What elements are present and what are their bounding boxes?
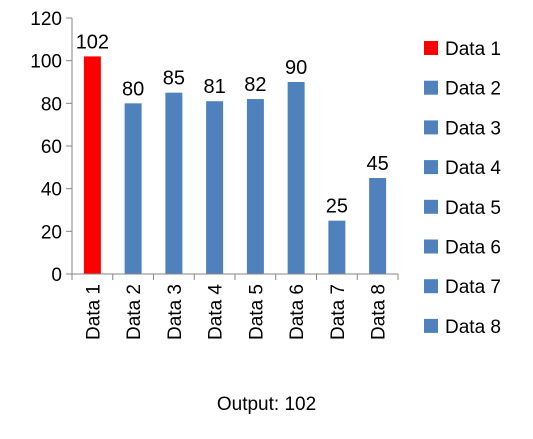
legend-swatch: [424, 120, 438, 135]
legend-swatch: [424, 80, 438, 95]
legend: Data 1 Data 2 Data 3 Data 4 Data 5 Data 6 Data…: [424, 39, 501, 338]
x-tick-label: Data 2: [124, 284, 145, 340]
y-tick-label: 120: [30, 9, 62, 30]
legend-swatch: [424, 41, 438, 55]
legend-swatch: [424, 160, 438, 175]
axes: [71, 18, 398, 275]
x-tick-label: Data 3: [165, 284, 186, 340]
x-tick-label: Data 5: [246, 284, 267, 340]
x-tick-label: Data 4: [206, 284, 227, 340]
legend-swatch: [424, 199, 438, 214]
legend-label: Data 3: [445, 118, 501, 139]
x-tick-label: Data 6: [287, 284, 308, 340]
legend-swatch: [424, 318, 438, 333]
legend-label: Data 6: [445, 238, 501, 259]
bar: [83, 56, 101, 275]
legend-label: Data 4: [445, 158, 501, 179]
legend-item: Data 4: [424, 158, 501, 179]
x-axis-ticks: Data 1 Data 2 Data 3 Data 4 Data 5 Data 6 Data…: [71, 274, 399, 340]
legend-item: Data 6: [424, 238, 501, 259]
x-tick-label: Data 7: [328, 284, 349, 340]
legend-label: Data 8: [445, 317, 501, 338]
legend-label: Data 1: [445, 39, 501, 60]
output-text: Output: 102: [216, 394, 317, 415]
legend-label: Data 2: [445, 79, 501, 100]
legend-label: Data 5: [445, 198, 501, 219]
data-label: 80: [122, 78, 144, 100]
y-tick-label: 0: [51, 265, 62, 286]
y-axis-ticks: 0 20 40 60 80 100 120: [30, 9, 72, 286]
x-tick-label: Data 1: [83, 284, 104, 340]
bar: [124, 103, 142, 274]
legend-item: Data 1: [424, 39, 501, 60]
data-label: 102: [76, 31, 109, 53]
bars: [83, 56, 387, 275]
y-tick-label: 20: [41, 222, 62, 243]
legend-item: Data 5: [424, 198, 501, 219]
data-label: 45: [367, 153, 389, 175]
y-tick-label: 80: [41, 94, 62, 115]
legend-label: Data 7: [445, 277, 501, 298]
data-labels: 102 80 85 81 82 90 25 45: [76, 31, 389, 217]
bar: [246, 99, 264, 274]
legend-swatch: [424, 279, 438, 294]
legend-item: Data 3: [424, 118, 501, 139]
legend-item: Data 7: [424, 277, 501, 298]
legend-item: Data 8: [424, 317, 501, 338]
y-tick-label: 100: [30, 52, 62, 73]
legend-swatch: [424, 239, 438, 254]
bar: [328, 220, 346, 274]
data-label: 90: [285, 57, 307, 79]
y-tick-label: 40: [41, 180, 62, 201]
data-label: 85: [163, 68, 185, 90]
y-tick-label: 60: [41, 137, 62, 158]
data-label: 25: [326, 196, 348, 218]
data-label: 82: [244, 74, 266, 96]
legend-item: Data 2: [424, 79, 501, 100]
bar: [165, 92, 183, 275]
bar: [369, 178, 387, 274]
bar: [287, 82, 305, 274]
data-label: 81: [204, 76, 226, 98]
x-tick-label: Data 8: [369, 284, 390, 340]
bar: [206, 101, 224, 274]
